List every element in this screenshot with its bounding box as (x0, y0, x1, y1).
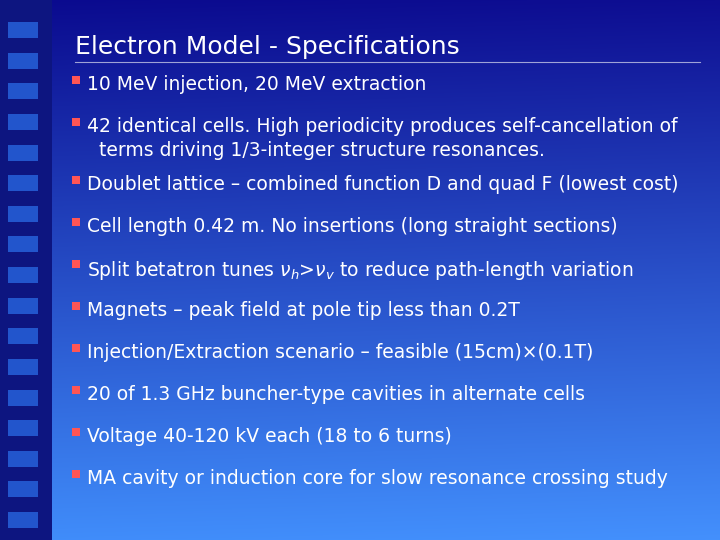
Bar (8, 83, 38, 99)
Bar (8, 206, 38, 222)
Bar (72, 118, 80, 126)
Text: Magnets – peak field at pole tip less than 0.2T: Magnets – peak field at pole tip less th… (87, 301, 520, 320)
Bar (0, 0, 52, 540)
Bar (8, 114, 38, 130)
Bar (72, 76, 80, 84)
Bar (8, 359, 38, 375)
Bar (72, 428, 80, 436)
Bar (8, 298, 38, 314)
Bar (72, 218, 80, 226)
Bar (72, 260, 80, 268)
Text: 42 identical cells. High periodicity produces self-cancellation of
  terms drivi: 42 identical cells. High periodicity pro… (87, 117, 678, 160)
Text: Injection/Extraction scenario – feasible (15cm)×(0.1T): Injection/Extraction scenario – feasible… (87, 343, 593, 362)
Bar (8, 237, 38, 252)
Text: Voltage 40-120 kV each (18 to 6 turns): Voltage 40-120 kV each (18 to 6 turns) (87, 427, 451, 446)
Text: Electron Model - Specifications: Electron Model - Specifications (75, 35, 460, 59)
Bar (8, 481, 38, 497)
Bar (72, 470, 80, 478)
Text: Split betatron tunes $\nu_h$>$\nu_v$ to reduce path-length variation: Split betatron tunes $\nu_h$>$\nu_v$ to … (87, 259, 634, 282)
Bar (8, 328, 38, 345)
Text: MA cavity or induction core for slow resonance crossing study: MA cavity or induction core for slow res… (87, 469, 668, 488)
Text: 20 of 1.3 GHz buncher-type cavities in alternate cells: 20 of 1.3 GHz buncher-type cavities in a… (87, 385, 585, 404)
Bar (8, 267, 38, 283)
Bar (8, 451, 38, 467)
Bar (8, 389, 38, 406)
Bar (8, 512, 38, 528)
Bar (8, 52, 38, 69)
Bar (8, 420, 38, 436)
Bar (8, 175, 38, 191)
Bar (8, 22, 38, 38)
Bar (72, 344, 80, 352)
Bar (72, 176, 80, 184)
Bar (72, 386, 80, 394)
Text: Doublet lattice – combined function D and quad F (lowest cost): Doublet lattice – combined function D an… (87, 175, 678, 194)
Bar (8, 145, 38, 160)
Bar (72, 302, 80, 310)
Text: 10 MeV injection, 20 MeV extraction: 10 MeV injection, 20 MeV extraction (87, 75, 426, 94)
Text: Cell length 0.42 m. No insertions (long straight sections): Cell length 0.42 m. No insertions (long … (87, 217, 618, 236)
